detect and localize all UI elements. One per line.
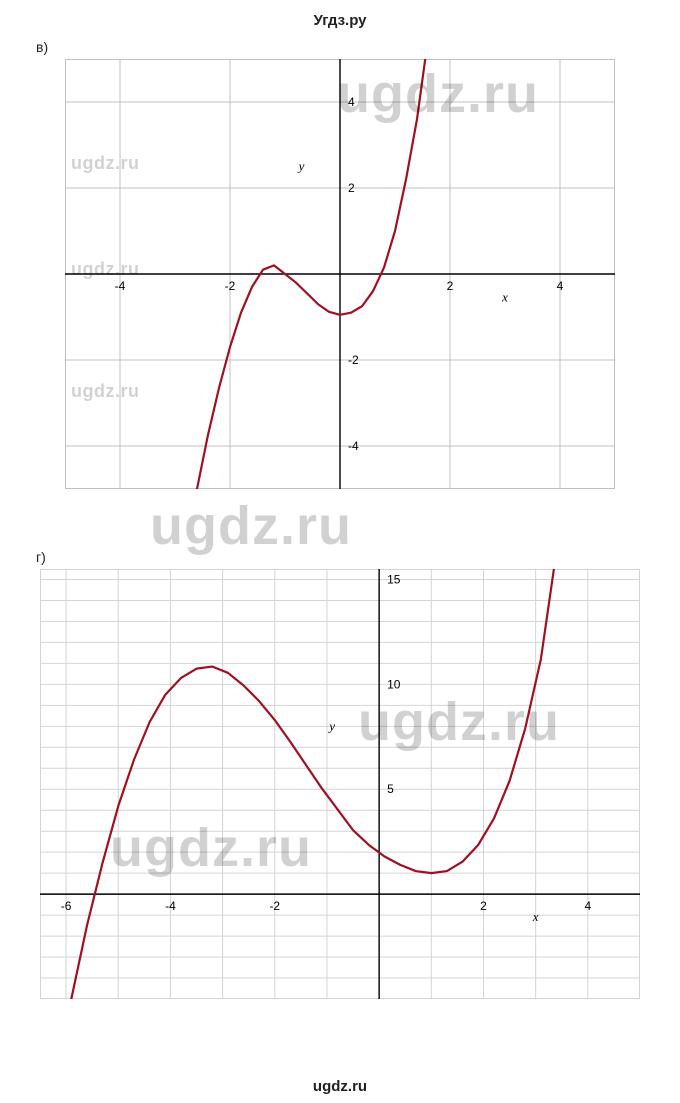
chart-1: -4-224-4-224xy ugdz.ru ugdz.ru ugdz.ru u… xyxy=(65,59,615,489)
svg-text:-2: -2 xyxy=(348,353,359,367)
chart-2-svg: -6 -4 -2 2 4 5 10 15 x y xyxy=(40,569,640,999)
svg-text:2: 2 xyxy=(348,181,355,195)
page-title: Угдз.ру xyxy=(0,0,680,33)
svg-text:2: 2 xyxy=(480,899,487,913)
svg-text:-4: -4 xyxy=(348,439,359,453)
panel-label-1: в) xyxy=(0,33,680,59)
panel-label-2: г) xyxy=(0,543,680,569)
svg-text:4: 4 xyxy=(557,279,564,293)
svg-text:y: y xyxy=(297,159,305,174)
svg-text:-6: -6 xyxy=(61,899,72,913)
svg-text:4: 4 xyxy=(348,95,355,109)
svg-text:10: 10 xyxy=(387,677,401,691)
svg-text:-2: -2 xyxy=(225,279,236,293)
page-footer: ugdz.ru xyxy=(0,1078,680,1095)
svg-text:y: y xyxy=(327,718,335,733)
chart-1-svg: -4 -2 2 4 -4 -2 2 4 x y xyxy=(65,59,615,489)
svg-text:x: x xyxy=(501,290,508,305)
svg-text:-2: -2 xyxy=(269,899,280,913)
svg-text:-4: -4 xyxy=(115,279,126,293)
watermark-big: ugdz.ru xyxy=(0,495,680,543)
svg-text:15: 15 xyxy=(387,572,401,586)
chart-2: -6-4-22451015xy ugdz.ru ugdz.ru xyxy=(40,569,640,999)
svg-text:2: 2 xyxy=(447,279,454,293)
svg-text:x: x xyxy=(532,909,539,924)
svg-text:-4: -4 xyxy=(165,899,176,913)
svg-text:5: 5 xyxy=(387,782,394,796)
svg-text:4: 4 xyxy=(584,899,591,913)
